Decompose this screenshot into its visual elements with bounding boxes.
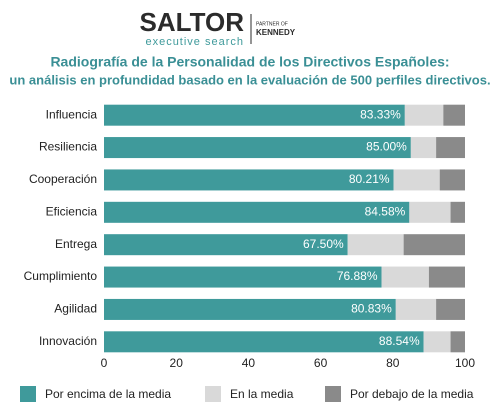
value-label: 83.33% <box>360 107 401 121</box>
x-tick-label: 60 <box>314 356 328 370</box>
chart-subtitle: un análisis en profundidad basado en la … <box>9 72 490 87</box>
bar-segment <box>450 201 465 223</box>
category-label: Resiliencia <box>39 140 97 154</box>
logo-name: SALTOR <box>140 7 245 37</box>
bar-segment <box>104 331 424 353</box>
value-label: 76.88% <box>337 269 378 283</box>
category-label: Cumplimiento <box>24 269 98 283</box>
category-label: Cooperación <box>29 172 97 186</box>
legend-label: Por debajo de la media <box>350 387 474 401</box>
bar-segment <box>347 234 404 256</box>
chart-title: Radiografía de la Personalidad de los Di… <box>50 54 449 70</box>
bar-segment <box>104 104 405 126</box>
category-label: Entrega <box>55 237 97 251</box>
value-label: 80.21% <box>349 172 390 186</box>
legend-swatch <box>20 386 36 402</box>
bar-segment <box>395 298 437 320</box>
logo-partner: PARTNER OF <box>256 21 288 27</box>
value-label: 84.58% <box>365 204 406 218</box>
value-label: 85.00% <box>366 140 407 154</box>
value-label: 88.54% <box>379 334 420 348</box>
x-tick-label: 80 <box>386 356 400 370</box>
x-tick-label: 100 <box>455 356 475 370</box>
category-label: Innovación <box>39 334 97 348</box>
value-label: 67.50% <box>303 237 344 251</box>
bar-segment <box>104 298 396 320</box>
bar-segment <box>104 266 382 288</box>
bar-segment <box>423 331 451 353</box>
legend-swatch <box>325 386 341 402</box>
legend-label: En la media <box>230 387 294 401</box>
logo-tagline: executive search <box>145 36 244 48</box>
bar-segment <box>410 137 437 159</box>
bar-segment <box>393 169 440 191</box>
legend-swatch <box>205 386 221 402</box>
category-label: Agilidad <box>54 302 97 316</box>
x-tick-label: 0 <box>101 356 108 370</box>
value-label: 80.83% <box>351 302 392 316</box>
bar-segment <box>403 234 465 256</box>
bar-segment <box>436 137 465 159</box>
bar-segment <box>450 331 465 353</box>
bar-segment <box>428 266 465 288</box>
bar-segment <box>104 137 411 159</box>
bar-segment <box>409 201 451 223</box>
bar-segment <box>443 104 465 126</box>
x-tick-label: 40 <box>242 356 256 370</box>
bar-segment <box>104 201 410 223</box>
category-label: Eficiencia <box>46 204 98 218</box>
category-label: Influencia <box>46 107 98 121</box>
bar-segment <box>404 104 444 126</box>
legend-label: Por encima de la media <box>45 387 171 401</box>
bar-segment <box>104 169 394 191</box>
logo-partner-name: KENNEDY <box>256 28 296 37</box>
bar-segment <box>381 266 429 288</box>
bar-segment <box>436 298 465 320</box>
bar-segment <box>104 234 348 256</box>
bar-segment <box>439 169 465 191</box>
x-tick-label: 20 <box>170 356 184 370</box>
